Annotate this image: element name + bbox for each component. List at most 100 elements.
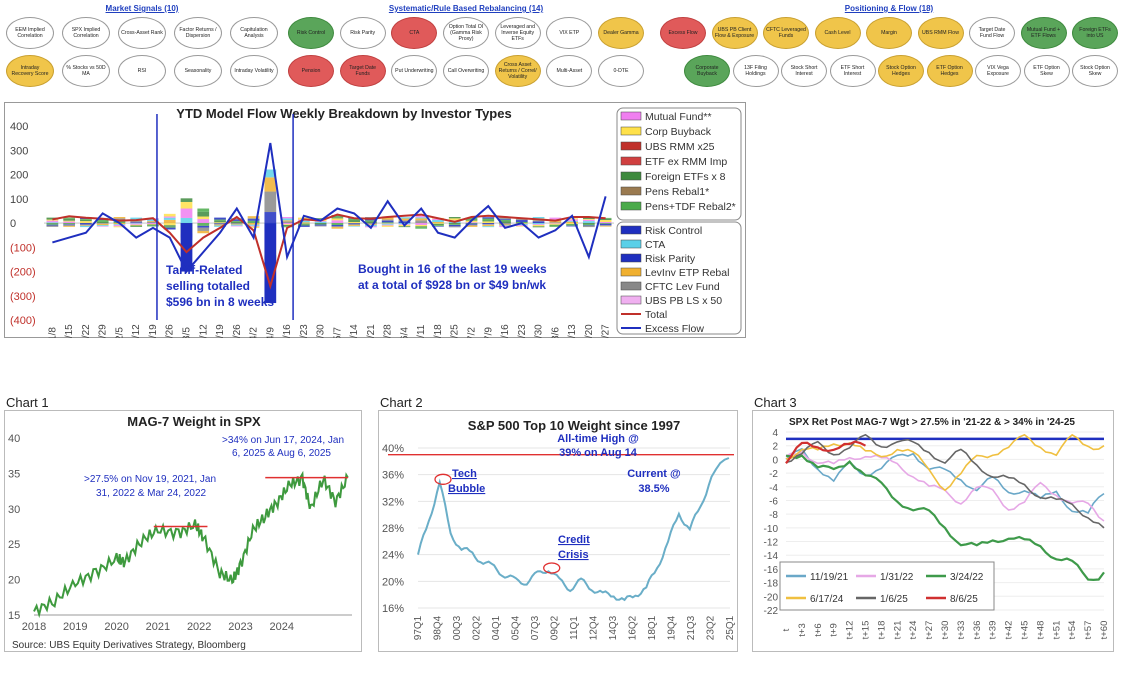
spx-returns-chart: SPX Ret Post MAG-7 Wgt > 27.5% in '21-22… bbox=[752, 410, 1114, 652]
series-line-2 bbox=[785, 454, 1105, 581]
y-tick-label: (100) bbox=[10, 242, 36, 254]
flow-bar-segment bbox=[515, 226, 528, 227]
x-tick-label: 98Q4 bbox=[433, 615, 444, 640]
x-tick-label: 1/15 bbox=[64, 324, 75, 338]
chart-title: YTD Model Flow Weekly Breakdown by Inves… bbox=[176, 106, 511, 121]
annotation-line: Tech bbox=[452, 468, 477, 480]
annotation-line: >34% on Jun 17, 2024, Jan bbox=[222, 435, 344, 446]
x-tick-label: t+6 bbox=[813, 623, 824, 636]
flow-bar-segment bbox=[80, 219, 92, 222]
legend-label: Excess Flow bbox=[645, 323, 704, 335]
y-tick-label: -6 bbox=[769, 496, 778, 507]
flow-bar-segment bbox=[582, 221, 595, 224]
flow-bar-segment bbox=[599, 218, 612, 221]
flow-bar-segment bbox=[365, 224, 377, 227]
legend-swatch bbox=[620, 171, 642, 181]
signal-bubble: EEM Implied Correlation bbox=[6, 17, 54, 49]
flow-bar-segment bbox=[398, 221, 411, 224]
x-tick-label: t+60 bbox=[1099, 621, 1110, 640]
flow-bar-segment bbox=[482, 224, 495, 227]
legend-label: CFTC Lev Fund bbox=[645, 281, 720, 293]
flow-bar-segment bbox=[130, 223, 143, 224]
flow-bar-segment bbox=[63, 218, 76, 221]
y-tick-label: 32% bbox=[382, 496, 404, 508]
y-tick-label: 24% bbox=[382, 550, 404, 562]
signal-bubble: Option Total OI (Gamma Risk Proxy) bbox=[443, 17, 489, 49]
x-tick-label: 3/5 bbox=[182, 327, 193, 338]
flow-bar-segment bbox=[448, 224, 461, 227]
x-tick-label: 1/29 bbox=[98, 324, 109, 338]
flow-bar-segment bbox=[163, 225, 176, 227]
signal-group-title: Systematic/Rule Based Rebalancing (14) bbox=[388, 4, 544, 13]
flow-bar-segment bbox=[549, 223, 562, 225]
flow-bar-segment bbox=[63, 224, 76, 225]
flow-bar-segment bbox=[230, 220, 243, 222]
flow-bar-segment bbox=[314, 221, 327, 224]
legend-swatch bbox=[620, 111, 642, 121]
chart2-panel: S&P 500 Top 10 Weight since 1997 40% 36% 32… bbox=[378, 410, 738, 652]
x-tick-label: t+54 bbox=[1067, 621, 1078, 640]
legend-label: Pens Rebal1* bbox=[645, 186, 709, 198]
x-tick-label: 7/9 bbox=[483, 327, 494, 338]
flow-bar-segment bbox=[247, 219, 260, 221]
flow-bar-segment bbox=[163, 223, 176, 226]
flow-bar-segment bbox=[599, 220, 612, 222]
flow-bar-segment bbox=[381, 220, 394, 223]
flow-bar-segment bbox=[96, 221, 109, 224]
flow-bar-segment bbox=[566, 219, 578, 221]
flow-bar-segment bbox=[314, 224, 327, 226]
flow-bar-segment bbox=[599, 217, 612, 219]
flow-bar-segment bbox=[247, 216, 260, 219]
flow-bar-segment bbox=[230, 224, 243, 225]
y-tick-label: -12 bbox=[764, 538, 779, 549]
top10-weight-line bbox=[417, 457, 730, 602]
x-tick-label: t+18 bbox=[876, 621, 887, 640]
x-tick-label: 19Q4 bbox=[667, 615, 678, 640]
x-tick-label: t+36 bbox=[972, 621, 983, 640]
flow-bar-segment bbox=[214, 225, 226, 227]
signal-bubble: Factor Returns / Dispersion bbox=[174, 17, 222, 49]
series-line-1 bbox=[52, 142, 607, 274]
mag7-weight-line bbox=[33, 470, 349, 619]
flow-bar-segment bbox=[532, 221, 545, 224]
flow-bar-segment bbox=[46, 223, 59, 225]
x-tick-label: t+3 bbox=[797, 623, 808, 636]
legend-label: Total bbox=[645, 309, 667, 321]
chart-frame bbox=[752, 410, 1114, 652]
flow-bar-segment bbox=[281, 224, 293, 225]
signal-bubble: Call Overwriting bbox=[443, 55, 489, 87]
x-tick-label: t+48 bbox=[1035, 621, 1046, 640]
flow-bar-segment bbox=[599, 225, 612, 227]
flow-bar-segment bbox=[130, 223, 143, 225]
flow-bar-segment bbox=[147, 223, 159, 225]
flow-bar-segment bbox=[582, 218, 595, 220]
flow-chart: YTD Model Flow Weekly Breakdown by Inves… bbox=[4, 102, 746, 344]
y-tick-label: 4 bbox=[772, 428, 778, 439]
signal-bubble: Stock Option Skew bbox=[1072, 55, 1118, 87]
flow-bar-segment bbox=[566, 220, 578, 222]
annotation-line: 39% on Aug 14 bbox=[559, 447, 638, 459]
flow-bar-segment bbox=[482, 223, 495, 225]
flow-bar-segment bbox=[482, 226, 495, 228]
legend-label: 1/6/25 bbox=[880, 594, 908, 605]
x-tick-label: 4/9 bbox=[265, 327, 276, 338]
y-tick-label: 20 bbox=[8, 575, 20, 587]
flow-bar-segment bbox=[515, 223, 528, 226]
x-tick-label: 2/5 bbox=[114, 327, 125, 338]
x-tick-label: 1/22 bbox=[81, 324, 92, 338]
x-tick-label: t+24 bbox=[908, 621, 919, 640]
legend-swatch bbox=[620, 186, 642, 196]
flow-bar-segment bbox=[348, 225, 361, 227]
x-tick-label: 2019 bbox=[63, 621, 87, 633]
x-tick-label: t+33 bbox=[956, 621, 967, 640]
signal-bubble: ETF Option Hedges bbox=[926, 55, 973, 87]
x-tick-label: 4/16 bbox=[282, 324, 293, 338]
flow-bar-segment bbox=[130, 224, 143, 226]
flow-bar-segment bbox=[147, 225, 159, 227]
flow-bar-segment bbox=[415, 218, 428, 221]
x-tick-label: 7/2 bbox=[467, 327, 478, 338]
flow-bar-segment bbox=[214, 222, 226, 224]
flow-bar-segment bbox=[566, 223, 578, 225]
flow-bar-segment bbox=[415, 224, 428, 227]
x-tick-label: 12Q4 bbox=[589, 615, 600, 640]
